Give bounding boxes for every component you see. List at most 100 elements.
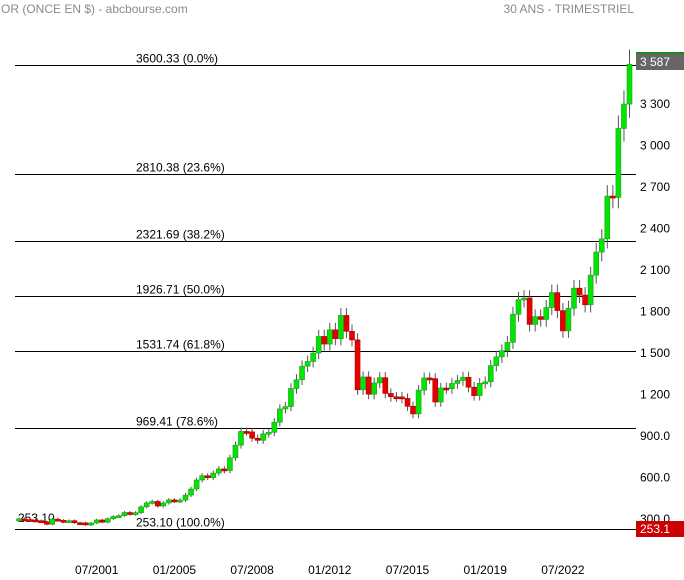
y-tick-label: 2 400 bbox=[640, 222, 670, 236]
candle bbox=[143, 502, 150, 508]
candle bbox=[526, 297, 533, 325]
chart-title: OR (ONCE EN $) - abcbourse.com bbox=[1, 2, 188, 16]
candle bbox=[449, 383, 455, 390]
candle bbox=[188, 488, 194, 496]
candle bbox=[410, 405, 416, 415]
candle bbox=[293, 379, 300, 389]
candle bbox=[315, 336, 322, 354]
candle bbox=[105, 518, 111, 523]
candle bbox=[93, 519, 100, 524]
x-tick-label: 01/2005 bbox=[153, 563, 197, 577]
candle bbox=[482, 381, 489, 385]
candle bbox=[443, 387, 450, 391]
candle bbox=[604, 195, 611, 240]
candle bbox=[421, 377, 427, 391]
candle bbox=[182, 494, 189, 501]
candle bbox=[404, 398, 411, 407]
candle bbox=[576, 287, 583, 296]
candle bbox=[66, 520, 72, 523]
x-tick-label: 07/2015 bbox=[386, 563, 430, 577]
candle bbox=[537, 316, 544, 320]
y-tick-label: 1 800 bbox=[640, 305, 670, 319]
candle bbox=[138, 506, 144, 513]
x-tick-label: 07/2008 bbox=[230, 563, 274, 577]
candle bbox=[55, 518, 61, 522]
y-tick-label: 600.0 bbox=[640, 471, 670, 485]
candle bbox=[49, 518, 56, 525]
candle bbox=[210, 472, 217, 478]
y-tick-label: 900.0 bbox=[640, 429, 670, 443]
candle bbox=[132, 512, 139, 515]
candle bbox=[560, 310, 566, 332]
candle bbox=[121, 512, 128, 516]
candle bbox=[227, 457, 233, 471]
fib-label: 253.10 (100.0%) bbox=[136, 516, 225, 530]
candle bbox=[321, 336, 328, 345]
candle bbox=[621, 103, 627, 129]
candle bbox=[216, 468, 222, 474]
y-tick-label: 1 500 bbox=[640, 346, 670, 360]
low-price-label: 253.1 bbox=[640, 522, 670, 536]
candle bbox=[238, 431, 244, 446]
candle bbox=[499, 350, 505, 358]
candle bbox=[376, 377, 383, 384]
candle bbox=[393, 396, 400, 400]
candle bbox=[543, 307, 550, 320]
candle bbox=[554, 292, 561, 311]
candle bbox=[626, 64, 633, 105]
last-price-label: 3 587 bbox=[640, 55, 670, 69]
candle bbox=[43, 521, 50, 525]
candle bbox=[388, 393, 394, 398]
candle bbox=[582, 294, 588, 306]
candle bbox=[288, 388, 294, 407]
candle bbox=[116, 515, 122, 518]
candle bbox=[365, 376, 372, 395]
candle bbox=[460, 376, 466, 381]
candle bbox=[27, 519, 33, 522]
fib-label: 1926.71 (50.0%) bbox=[136, 283, 225, 297]
candle bbox=[521, 297, 527, 301]
candle bbox=[354, 339, 361, 391]
candle bbox=[349, 331, 355, 341]
candle bbox=[243, 431, 250, 434]
chart-period[interactable]: 30 ANS - TRIMESTRIEL bbox=[503, 2, 634, 16]
x-tick-label: 01/2019 bbox=[464, 563, 508, 577]
candle bbox=[598, 238, 605, 253]
low-price-tag bbox=[636, 521, 684, 537]
candle bbox=[338, 315, 344, 339]
candle bbox=[88, 522, 94, 526]
candle bbox=[615, 128, 622, 198]
candle bbox=[371, 382, 378, 395]
y-tick-label: 3 000 bbox=[640, 139, 670, 153]
candle bbox=[160, 502, 167, 507]
candle bbox=[515, 299, 522, 315]
x-tick-label: 07/2022 bbox=[541, 563, 585, 577]
fib-label: 1531.74 (61.8%) bbox=[136, 338, 225, 352]
y-tick-label: 3 300 bbox=[640, 97, 670, 111]
candle bbox=[60, 520, 67, 523]
candle bbox=[299, 365, 305, 381]
candle bbox=[610, 195, 616, 199]
candle bbox=[532, 316, 538, 325]
candle bbox=[77, 522, 83, 526]
fib-label: 969.41 (78.6%) bbox=[136, 415, 218, 429]
candle bbox=[254, 437, 261, 441]
x-tick-label: 01/2012 bbox=[308, 563, 352, 577]
y-tick-label: 1 200 bbox=[640, 388, 670, 402]
fib-label: 3600.33 (0.0%) bbox=[136, 52, 218, 66]
last-price-tag-bar bbox=[636, 52, 684, 54]
candle bbox=[166, 499, 172, 504]
candle bbox=[149, 501, 155, 504]
candle bbox=[471, 386, 477, 396]
candle bbox=[199, 475, 205, 481]
candle bbox=[221, 468, 228, 472]
candle bbox=[271, 421, 278, 433]
candle bbox=[571, 287, 577, 309]
fib-label: 2321.69 (38.2%) bbox=[136, 228, 225, 242]
candle bbox=[127, 512, 133, 515]
fib-label: 2810.38 (23.6%) bbox=[136, 161, 225, 175]
candle bbox=[487, 365, 494, 383]
candle bbox=[565, 307, 572, 332]
candle bbox=[493, 356, 500, 366]
candle bbox=[16, 518, 22, 522]
